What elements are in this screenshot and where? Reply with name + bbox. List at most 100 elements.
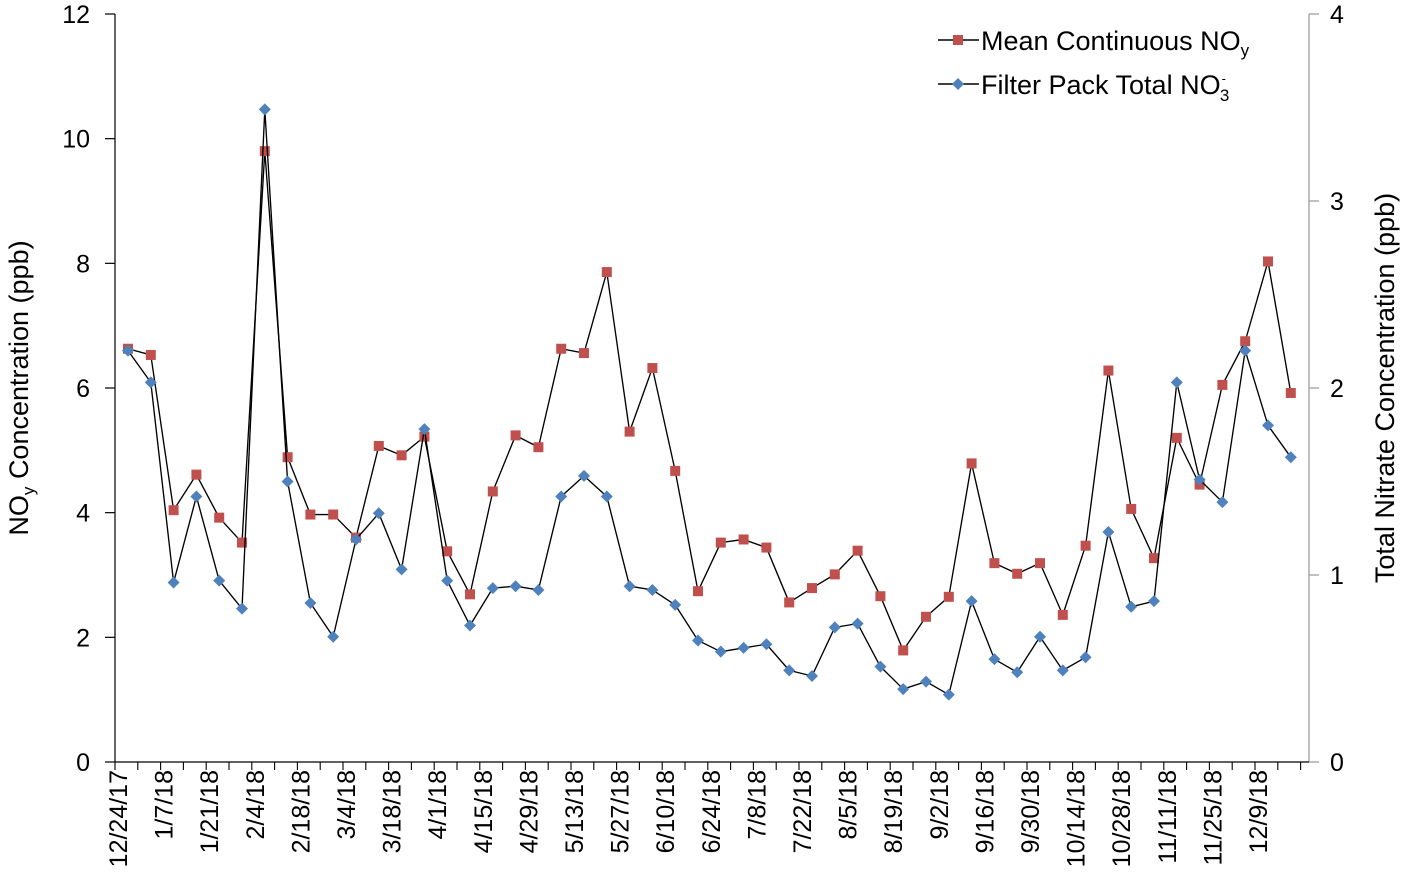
- data-point-mean-continuous-noy: [145, 349, 156, 360]
- data-point-filter-pack-total-no3: [1056, 664, 1069, 677]
- left-y-tick-label: 0: [76, 749, 90, 777]
- data-point-filter-pack-total-no3: [1125, 600, 1138, 613]
- data-point-mean-continuous-noy: [943, 591, 954, 602]
- data-point-filter-pack-total-no3: [372, 507, 385, 520]
- data-point-filter-pack-total-no3: [509, 580, 522, 593]
- data-point-filter-pack-total-no3: [714, 645, 727, 658]
- data-point-mean-continuous-noy: [442, 546, 453, 557]
- right-y-tick-label: 1: [1330, 562, 1344, 590]
- data-point-filter-pack-total-no3: [1262, 419, 1274, 432]
- x-tick-label: 4/29/18: [515, 770, 543, 853]
- data-point-filter-pack-total-no3: [942, 688, 955, 701]
- x-tick-label: 3/18/18: [379, 770, 407, 853]
- left-y-tick-label: 8: [76, 250, 90, 278]
- data-point-mean-continuous-noy: [305, 509, 316, 520]
- data-point-filter-pack-total-no3: [988, 653, 1001, 666]
- data-point-mean-continuous-noy: [214, 512, 225, 523]
- data-point-filter-pack-total-no3: [920, 675, 932, 688]
- data-point-filter-pack-total-no3: [1148, 595, 1160, 608]
- data-point-filter-pack-total-no3: [1102, 525, 1115, 538]
- left-y-tick-label: 12: [62, 1, 90, 29]
- data-point-mean-continuous-noy: [670, 465, 681, 476]
- x-tick-label: 10/28/18: [1108, 770, 1136, 867]
- data-point-mean-continuous-noy: [1263, 256, 1273, 267]
- data-point-filter-pack-total-no3: [555, 490, 568, 503]
- left-y-tick-label: 10: [62, 126, 90, 154]
- x-tick-label: 2/18/18: [287, 770, 315, 853]
- data-point-mean-continuous-noy: [829, 569, 840, 580]
- data-point-filter-pack-total-no3: [144, 376, 157, 389]
- x-tick-label: 3/4/18: [333, 770, 361, 840]
- data-point-mean-continuous-noy: [807, 583, 817, 594]
- x-tick-label: 9/16/18: [971, 770, 999, 853]
- data-point-mean-continuous-noy: [396, 450, 407, 461]
- legend-label-filter-pack-total-no3: Filter Pack Total NO-3: [981, 70, 1229, 105]
- data-point-mean-continuous-noy: [852, 545, 863, 556]
- data-point-filter-pack-total-no3: [1011, 666, 1024, 679]
- x-tick-label: 9/2/18: [926, 770, 954, 840]
- data-point-filter-pack-total-no3: [578, 469, 590, 482]
- legend-label-subscript: 3: [1220, 86, 1229, 105]
- y-axis-title-base: NO: [4, 495, 34, 536]
- data-point-filter-pack-total-no3: [692, 634, 704, 647]
- data-point-mean-continuous-noy: [1057, 609, 1068, 620]
- x-tick-label: 10/14/18: [1063, 770, 1091, 867]
- data-point-filter-pack-total-no3: [1193, 473, 1206, 486]
- data-point-filter-pack-total-no3: [441, 574, 454, 587]
- y-axis-title-rest: Concentration (ppb): [4, 240, 34, 486]
- data-point-filter-pack-total-no3: [464, 619, 476, 632]
- data-point-filter-pack-total-no3: [190, 490, 203, 503]
- data-point-filter-pack-total-no3: [236, 602, 248, 615]
- x-tick-label: 6/24/18: [698, 770, 726, 853]
- x-tick-label: 12/24/17: [105, 770, 133, 867]
- data-point-mean-continuous-noy: [259, 146, 270, 157]
- legend-label-subscript: y: [1241, 41, 1250, 60]
- series-layer: [122, 103, 1297, 701]
- x-tick-label: 8/5/18: [835, 770, 863, 840]
- x-tick-label: 1/21/18: [196, 770, 224, 853]
- data-point-filter-pack-total-no3: [281, 475, 294, 488]
- legend-label-base: Filter Pack Total NO: [981, 70, 1221, 100]
- legend-label-base: Mean Continuous NO: [981, 26, 1241, 56]
- data-point-mean-continuous-noy: [898, 645, 909, 656]
- data-point-mean-continuous-noy: [875, 591, 886, 602]
- data-point-filter-pack-total-no3: [669, 598, 682, 611]
- data-point-mean-continuous-noy: [1035, 558, 1045, 569]
- series-line-1: [127, 108, 1292, 696]
- data-point-mean-continuous-noy: [647, 363, 658, 374]
- data-point-filter-pack-total-no3: [806, 669, 818, 682]
- data-point-mean-continuous-noy: [533, 442, 544, 453]
- data-point-filter-pack-total-no3: [418, 423, 431, 436]
- data-point-filter-pack-total-no3: [760, 638, 773, 651]
- data-point-mean-continuous-noy: [556, 343, 567, 354]
- data-point-filter-pack-total-no3: [737, 641, 750, 654]
- y-axis-title-subscript: y: [19, 486, 38, 495]
- data-point-filter-pack-total-no3: [486, 582, 499, 595]
- x-tick-label: 2/4/18: [242, 770, 270, 840]
- data-point-filter-pack-total-no3: [327, 630, 340, 643]
- data-point-mean-continuous-noy: [579, 348, 589, 359]
- legend-marker-mean-continuous-noy: [953, 35, 963, 45]
- data-point-mean-continuous-noy: [1171, 432, 1182, 443]
- data-point-filter-pack-total-no3: [623, 580, 636, 593]
- legend-label-mean-continuous-noy: Mean Continuous NOy: [981, 26, 1250, 60]
- data-point-filter-pack-total-no3: [1170, 376, 1183, 389]
- data-point-mean-continuous-noy: [191, 469, 202, 480]
- x-tick-label: 9/30/18: [1017, 770, 1045, 853]
- data-point-filter-pack-total-no3: [1034, 630, 1046, 643]
- data-point-mean-continuous-noy: [966, 458, 977, 469]
- x-tick-label: 12/9/18: [1245, 770, 1273, 853]
- y2-axis-title: Total Nitrate Concentration (ppb): [1370, 193, 1400, 583]
- data-point-filter-pack-total-no3: [783, 664, 796, 677]
- right-y-tick-label: 4: [1330, 1, 1344, 29]
- data-point-mean-continuous-noy: [465, 589, 475, 600]
- data-point-filter-pack-total-no3: [600, 490, 613, 503]
- data-point-filter-pack-total-no3: [532, 583, 545, 596]
- left-y-tick-label: 4: [76, 500, 90, 528]
- data-point-filter-pack-total-no3: [304, 597, 317, 610]
- data-point-filter-pack-total-no3: [897, 683, 910, 696]
- data-point-mean-continuous-noy: [989, 558, 1000, 569]
- data-point-mean-continuous-noy: [510, 430, 521, 441]
